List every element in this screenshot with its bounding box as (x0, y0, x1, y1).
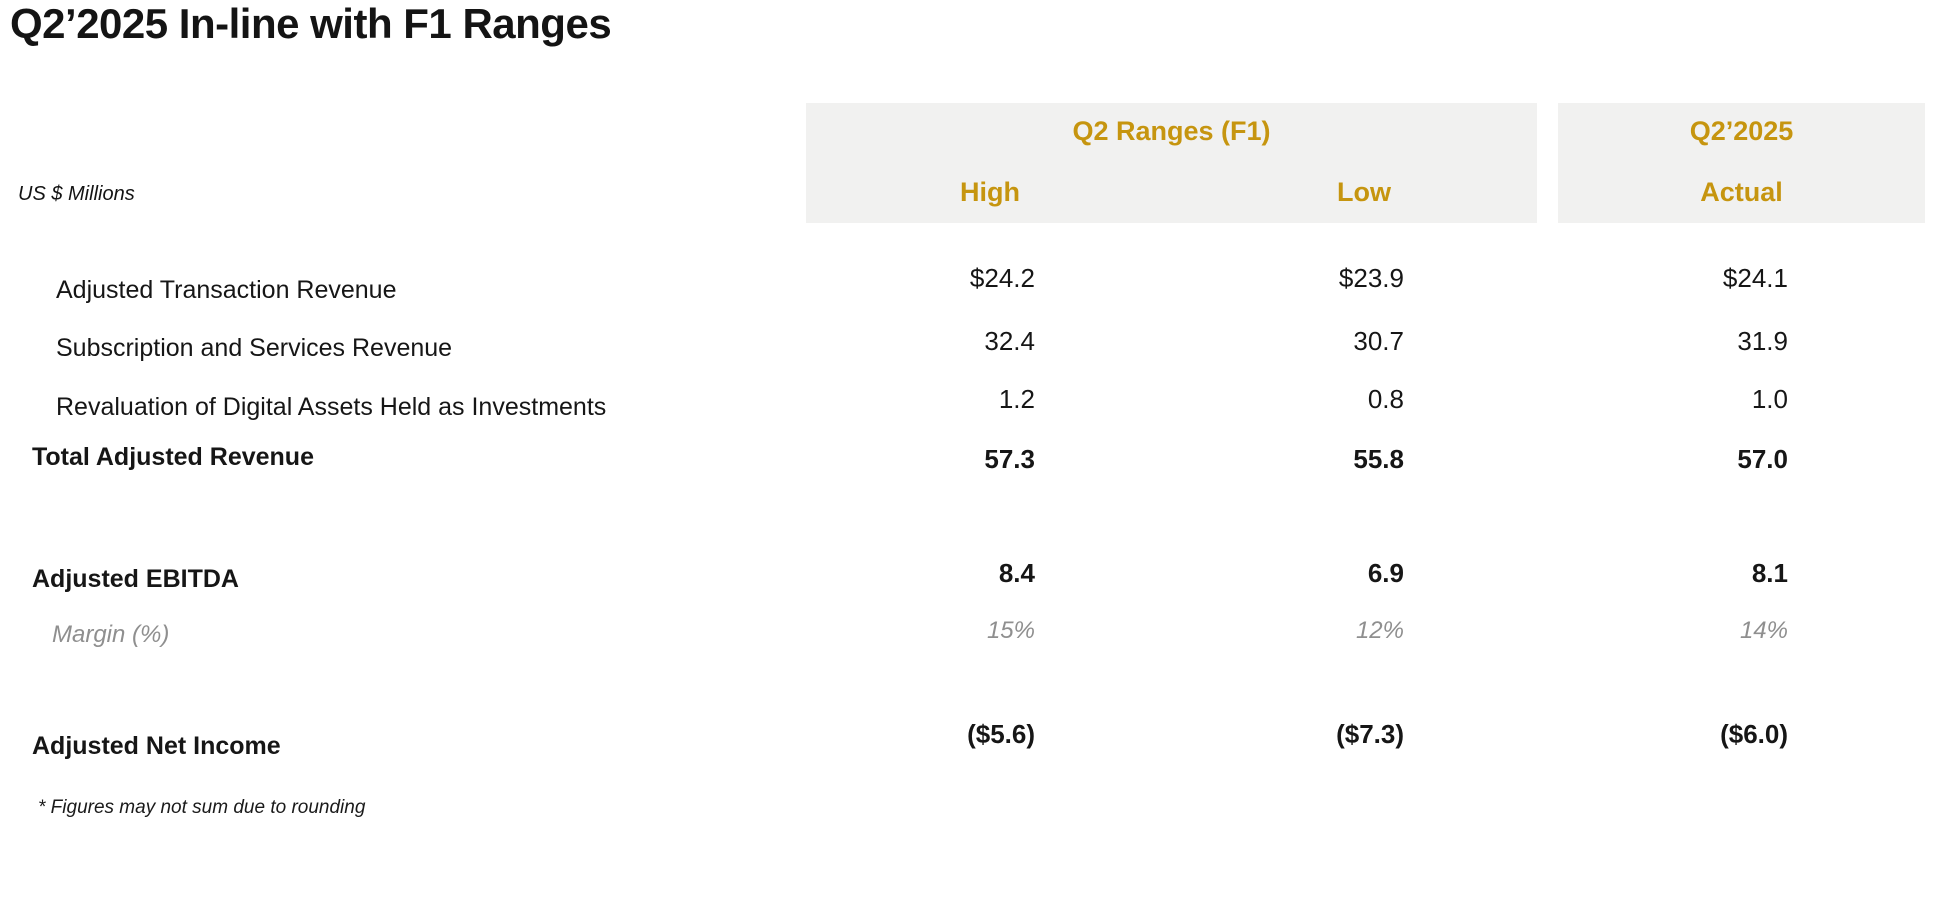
value-total-adjusted-revenue-high: 57.3 (984, 444, 1035, 474)
value-ebitda-margin-high: 15% (986, 617, 1035, 644)
value-adjusted-net-income-low: ($7.3) (1336, 719, 1404, 749)
value-adjusted-ebitda-actual: 8.1 (1751, 558, 1788, 588)
header-actual-column-label: Actual (1700, 177, 1783, 207)
value-subscription-services-revenue-actual: 31.9 (1737, 326, 1788, 356)
value-adjusted-ebitda-high: 8.4 (998, 558, 1035, 588)
value-subscription-services-revenue-high: 32.4 (984, 326, 1035, 356)
header-q2-2025-group-label: Q2’2025 (1689, 116, 1794, 146)
value-ebitda-margin-low: 12% (1355, 617, 1404, 644)
value-adjusted-net-income-actual: ($6.0) (1720, 719, 1788, 749)
value-revaluation-digital-assets-high: 1.2 (998, 384, 1035, 414)
value-adjusted-net-income-high: ($5.6) (967, 719, 1035, 749)
row-label-revaluation-digital-assets: Revaluation of Digital Assets Held as In… (56, 393, 607, 421)
units-label: US $ Millions (18, 183, 135, 205)
value-adjusted-transaction-revenue-low: $23.9 (1338, 263, 1404, 293)
value-adjusted-transaction-revenue-actual: $24.1 (1722, 263, 1788, 293)
header-low-column-label: Low (1337, 177, 1391, 207)
rounding-footnote: * Figures may not sum due to rounding (38, 797, 366, 818)
header-band-q2-ranges (806, 103, 1537, 223)
value-ebitda-margin-actual: 14% (1739, 617, 1788, 644)
value-total-adjusted-revenue-actual: 57.0 (1737, 444, 1788, 474)
value-subscription-services-revenue-low: 30.7 (1353, 326, 1404, 356)
value-revaluation-digital-assets-low: 0.8 (1367, 384, 1404, 414)
slide-title: Q2’2025 In-line with F1 Ranges (10, 0, 612, 47)
value-revaluation-digital-assets-actual: 1.0 (1751, 384, 1788, 414)
row-label-ebitda-margin: Margin (%) (52, 621, 170, 648)
row-label-adjusted-ebitda: Adjusted EBITDA (32, 565, 239, 593)
row-label-subscription-services-revenue: Subscription and Services Revenue (56, 334, 453, 362)
row-label-adjusted-net-income: Adjusted Net Income (32, 732, 281, 760)
value-adjusted-ebitda-low: 6.9 (1367, 558, 1404, 588)
header-high-column-label: High (960, 177, 1020, 207)
row-label-total-adjusted-revenue: Total Adjusted Revenue (32, 443, 314, 471)
value-adjusted-transaction-revenue-high: $24.2 (969, 263, 1035, 293)
header-band-q2-2025 (1558, 103, 1925, 223)
value-total-adjusted-revenue-low: 55.8 (1353, 444, 1404, 474)
row-label-adjusted-transaction-revenue: Adjusted Transaction Revenue (56, 276, 397, 304)
header-q2-ranges-group-label: Q2 Ranges (F1) (1072, 116, 1271, 146)
